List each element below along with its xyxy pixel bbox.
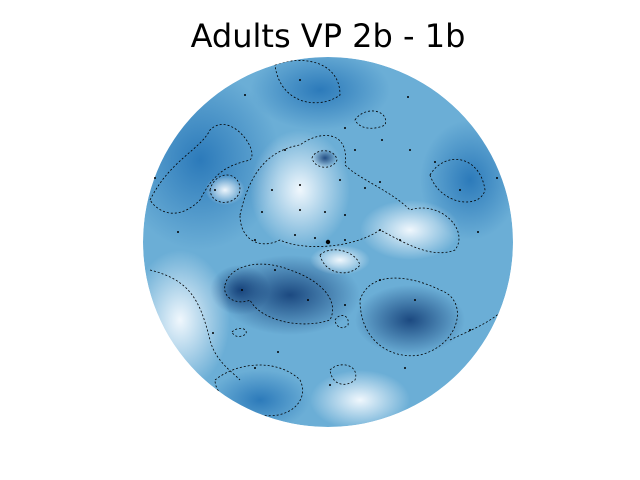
topomap	[143, 57, 513, 427]
electrodes	[154, 79, 498, 386]
chart-title: Adults VP 2b - 1b	[191, 17, 466, 55]
